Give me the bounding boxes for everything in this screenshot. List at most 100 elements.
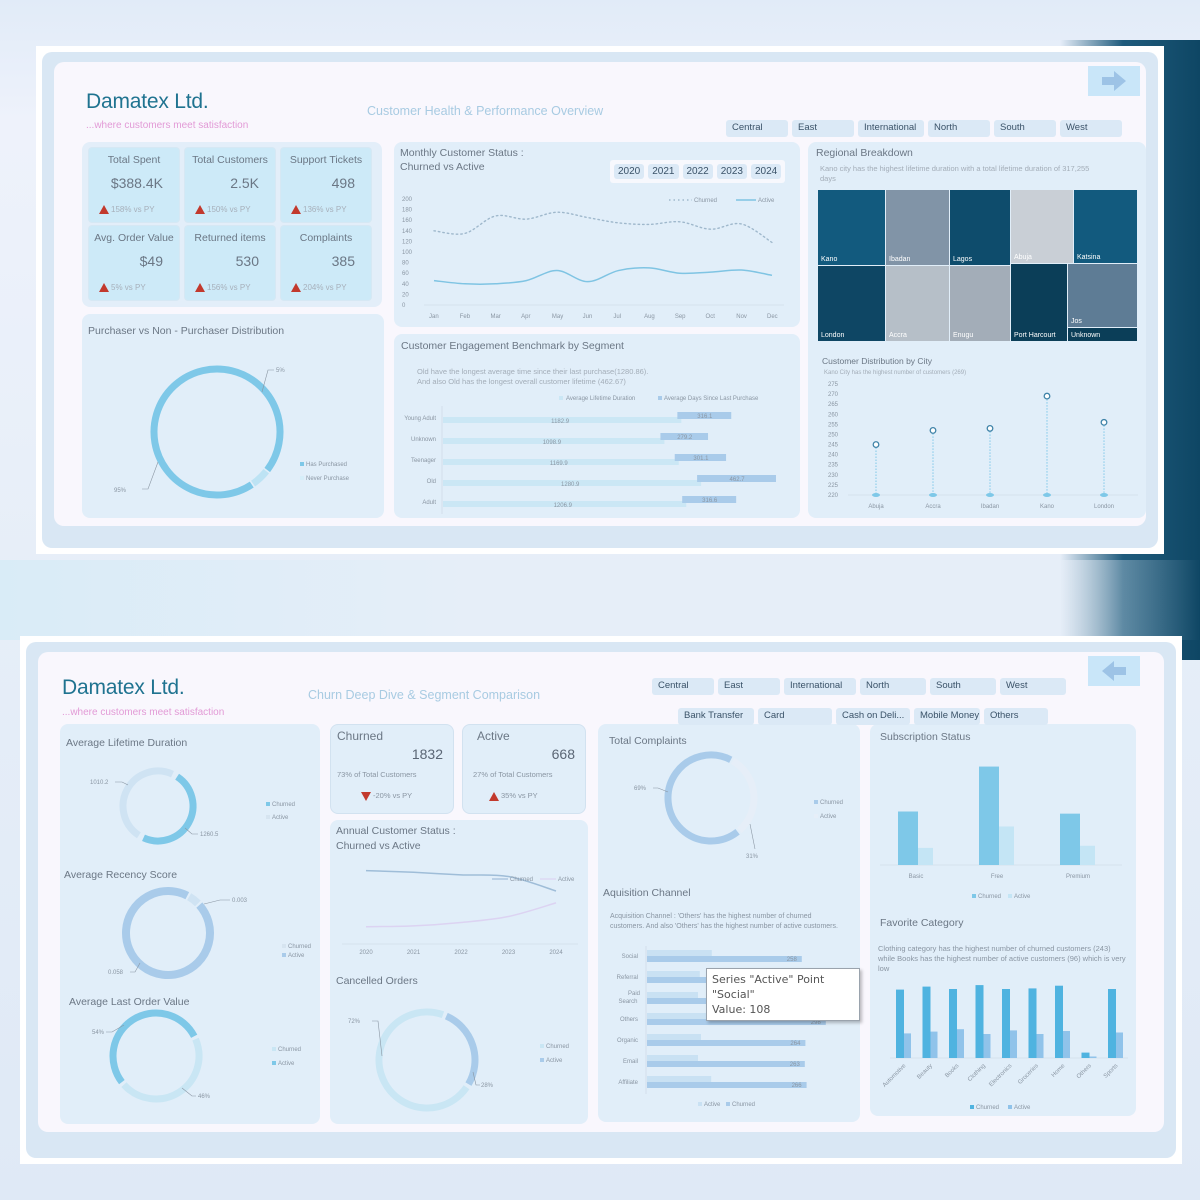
dashboard-page-churn: Damatex Ltd. ...where customers meet sat… [20,636,1182,1164]
kpi-value: $49 [139,253,163,269]
chart-title: Purchaser vs Non - Purchaser Distributio… [88,325,285,337]
svg-text:Premium: Premium [1066,874,1090,880]
region-slicer-item-north[interactable]: North [928,120,990,137]
svg-text:Active: Active [288,953,305,959]
svg-text:270: 270 [828,392,839,398]
region-slicer-item-south[interactable]: South [930,678,996,695]
payment-slicer-item[interactable]: Bank Transfer [678,708,754,725]
complaints-acquisition-card: Total Complaints Aquisition Channel Acqu… [598,724,860,1122]
kpi-label: Total Customers [192,154,268,166]
treemap-tile-accra[interactable]: Accra [886,266,949,341]
donut-segment [664,751,740,845]
chart-title: Customer Engagement Benchmark by Segment [401,340,624,352]
treemap-tile-enugu[interactable]: Enugu [950,266,1010,341]
svg-text:Active: Active [758,198,775,204]
kpi-card: Total Customers 2.5K 150% vs PY [184,147,276,223]
donut-segment [109,1009,198,1085]
chart-title: Average Recency Score [64,869,178,881]
region-slicer-item-central[interactable]: Central [726,120,788,137]
svg-text:Active: Active [820,814,837,820]
svg-text:Old: Old [427,479,436,485]
svg-text:Others: Others [1076,1063,1093,1080]
year-slicer-2022[interactable]: 2022 [682,164,713,179]
svg-text:Paid: Paid [628,991,640,997]
payment-slicer-item[interactable]: Others [984,708,1048,725]
year-slicer-2023[interactable]: 2023 [716,164,747,179]
next-page-button[interactable] [1088,66,1140,96]
svg-text:1169.9: 1169.9 [550,461,569,467]
chart-title: Favorite Category [880,917,964,929]
treemap-tile-abuja[interactable]: Abuja [1011,190,1073,263]
kpi-label: Support Tickets [289,154,363,166]
payment-slicer-item[interactable]: Card [758,708,832,725]
svg-text:2023: 2023 [502,950,516,956]
kpi-change: -20% vs PY [361,791,412,801]
chart-note: Clothing category has the highest number… [878,944,1126,973]
region-slicer-item-international[interactable]: International [858,120,924,137]
region-slicer-item-west[interactable]: West [1000,678,1066,695]
svg-text:69%: 69% [634,786,647,792]
year-slicer-2021[interactable]: 2021 [648,164,679,179]
region-slicer-item-international[interactable]: International [784,678,856,695]
svg-text:Average Days Since Last Purcha: Average Days Since Last Purchase [664,396,759,402]
treemap-tile-katsina[interactable]: Katsina [1074,190,1137,263]
payment-slicer-item[interactable]: Cash on Deli... [836,708,910,725]
svg-text:Organic: Organic [617,1038,638,1044]
up-triangle-icon [195,205,205,214]
treemap-tile-london[interactable]: London [818,266,885,341]
svg-text:Nov: Nov [736,314,747,320]
kpi-change: 204% vs PY [291,283,347,292]
chart-title: Average Last Order Value [69,996,190,1008]
chart-note: Kano city has the highest lifetime durat… [820,164,1090,183]
complaints-acquisition-charts: 69%31%ChurnedActiveSocial258Referral250P… [617,751,843,1108]
treemap-tile-jos[interactable]: Jos [1068,264,1137,327]
svg-text:Active: Active [546,1058,563,1064]
treemap-tile-ibadan[interactable]: Ibadan [886,190,949,265]
svg-text:46%: 46% [198,1094,211,1100]
payment-slicer-item[interactable]: Mobile Money [914,708,980,725]
svg-text:Free: Free [991,874,1004,880]
kpi-change-text: 136% vs PY [303,205,347,214]
treemap-tile-unknown[interactable]: Unknown [1068,328,1137,341]
purchaser-donut-chart: 5% 95% Has Purchased Never Purchase [114,365,350,499]
active-kpi-card: Active 668 27% of Total Customers 35% vs… [462,724,586,814]
regional-card: Regional Breakdown Kano city has the hig… [808,142,1146,518]
treemap-tile-kano[interactable]: Kano [818,190,885,265]
region-slicer-item-north[interactable]: North [860,678,926,695]
svg-text:120: 120 [402,239,413,245]
region-slicer-item-west[interactable]: West [1060,120,1122,137]
svg-text:40: 40 [402,282,409,288]
svg-text:Churned: Churned [976,1105,999,1111]
kpi-change: 5% vs PY [99,283,146,292]
treemap-tile-port-harcourt[interactable]: Port Harcourt [1011,264,1067,341]
purchaser-card: Purchaser vs Non - Purchaser Distributio… [82,314,384,518]
kpi-card: Avg. Order Value $49 5% vs PY [88,225,180,301]
kpi-panel: Total Spent $388.4K 158% vs PY Total Custom… [82,142,382,307]
region-slicer-item-east[interactable]: East [718,678,780,695]
donut-segment [150,365,284,499]
year-slicer-2024[interactable]: 2024 [751,164,782,179]
monthly-status-card: Monthly Customer Status : Churned vs Act… [394,142,800,327]
kpi-change: 35% vs PY [489,791,538,801]
chart-note: Acquisition Channel : 'Others' has the h… [610,913,838,930]
chart-title: Total Complaints [609,735,687,747]
donut-segment [122,887,214,979]
kpi-label: Avg. Order Value [94,232,174,244]
svg-text:Unknown: Unknown [411,437,436,443]
treemap-tile-lagos[interactable]: Lagos [950,190,1010,265]
kpi-value: 668 [551,746,575,762]
engagement-bar-chart: Average Lifetime Duration Average Days Si… [404,396,776,514]
previous-page-button[interactable] [1088,656,1140,686]
svg-text:Ibadan: Ibadan [981,504,999,510]
kpi-change: 158% vs PY [99,205,155,214]
year-slicer-2020[interactable]: 2020 [614,164,645,179]
svg-text:Groceries: Groceries [1017,1063,1040,1086]
kpi-card: Total Spent $388.4K 158% vs PY [88,147,180,223]
page-subtitle: Customer Health & Performance Overview [367,104,604,118]
kpi-label: Total Spent [107,154,161,166]
svg-text:Home: Home [1051,1063,1067,1079]
region-slicer-item-east[interactable]: East [792,120,854,137]
svg-text:100: 100 [402,250,413,256]
region-slicer-item-south[interactable]: South [994,120,1056,137]
region-slicer-item-central[interactable]: Central [652,678,714,695]
